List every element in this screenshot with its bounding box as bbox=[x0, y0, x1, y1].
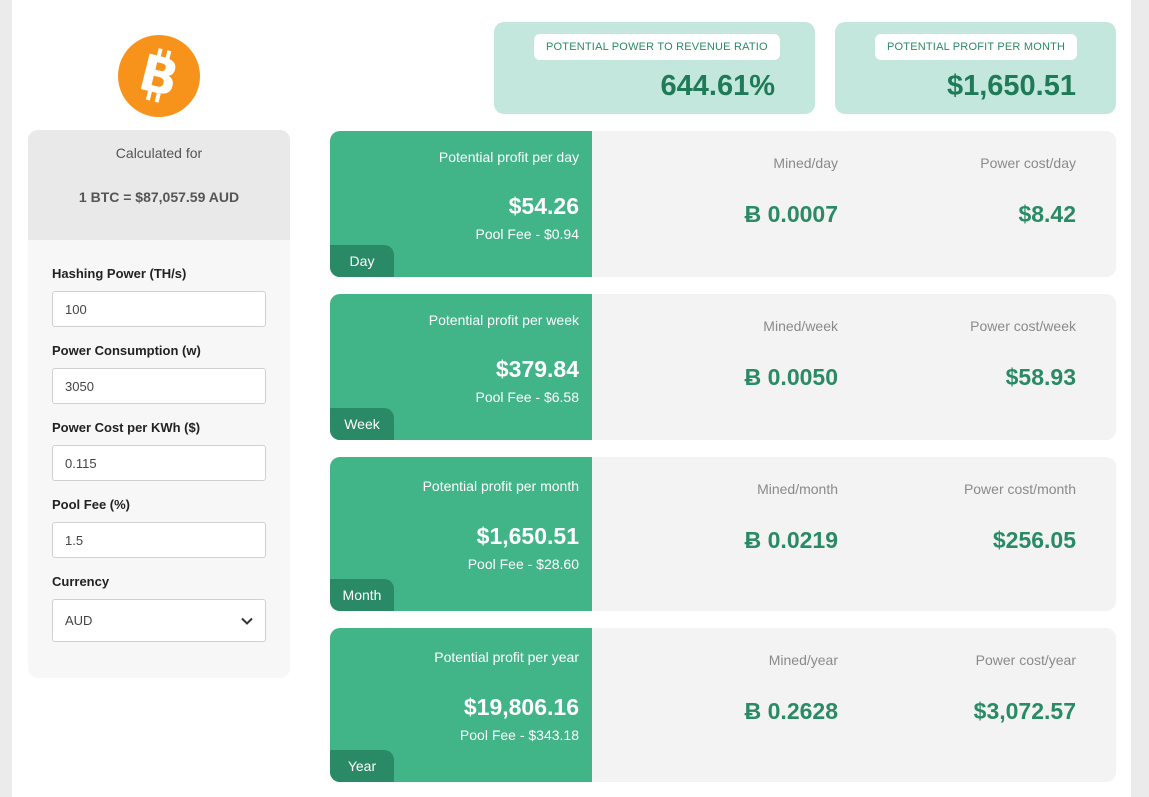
chevron-down-icon bbox=[241, 617, 253, 625]
profit-amount: $19,806.16 bbox=[463, 694, 579, 720]
mined-value: Ƀ 0.0007 bbox=[744, 201, 838, 227]
period-tag: Month bbox=[330, 579, 394, 611]
mined-label: Mined/month bbox=[757, 481, 838, 497]
power-cost-value: $58.93 bbox=[1005, 364, 1076, 390]
pool-fee-label: Pool Fee (%) bbox=[52, 497, 131, 512]
profit-title: Potential profit per day bbox=[438, 149, 579, 165]
profit-amount: $54.26 bbox=[508, 193, 579, 219]
power-cost-value: $3,072.57 bbox=[973, 698, 1076, 724]
power-cost-value: $8.42 bbox=[1018, 201, 1076, 227]
calculator-panel: Calculated for 1 BTC = $87,057.59 AUD Ha… bbox=[28, 130, 290, 678]
monthly-profit-value: $1,650.51 bbox=[946, 70, 1076, 102]
profit-panel: Potential profit per year $19,806.16 Poo… bbox=[330, 628, 592, 782]
pool-fee-input[interactable]: 1.5 bbox=[52, 522, 266, 558]
pool-fee-amount: Pool Fee - $28.60 bbox=[467, 556, 579, 572]
monthly-profit-label: POTENTIAL PROFIT PER MONTH bbox=[875, 34, 1078, 60]
hashing-power-input[interactable]: 100 bbox=[52, 291, 266, 327]
exchange-rate: 1 BTC = $87,057.59 AUD bbox=[78, 189, 240, 205]
currency-select[interactable]: AUD bbox=[52, 599, 266, 642]
monthly-profit-card: POTENTIAL PROFIT PER MONTH $1,650.51 bbox=[835, 22, 1116, 114]
power-cost-label: Power cost/year bbox=[975, 652, 1076, 668]
pool-fee-amount: Pool Fee - $0.94 bbox=[475, 226, 579, 242]
currency-label: Currency bbox=[52, 574, 110, 589]
profit-title: Potential profit per week bbox=[428, 312, 579, 328]
period-row-day: Potential profit per day $54.26 Pool Fee… bbox=[330, 131, 1116, 277]
period-row-month: Potential profit per month $1,650.51 Poo… bbox=[330, 457, 1116, 611]
power-consumption-label: Power Consumption (w) bbox=[52, 343, 201, 358]
profit-amount: $379.84 bbox=[495, 356, 579, 382]
exchange-rate-header: Calculated for 1 BTC = $87,057.59 AUD bbox=[28, 130, 290, 240]
power-cost-label: Power cost/week bbox=[970, 318, 1076, 334]
mined-label: Mined/year bbox=[768, 652, 838, 668]
ratio-label: POTENTIAL POWER TO REVENUE RATIO bbox=[534, 34, 780, 60]
power-consumption-input[interactable]: 3050 bbox=[52, 368, 266, 404]
pool-fee-amount: Pool Fee - $343.18 bbox=[459, 727, 579, 743]
calculated-for-label: Calculated for bbox=[115, 145, 203, 161]
period-tag: Day bbox=[330, 245, 394, 277]
profit-panel: Potential profit per day $54.26 Pool Fee… bbox=[330, 131, 592, 277]
mined-label: Mined/day bbox=[773, 155, 838, 171]
profit-amount: $1,650.51 bbox=[476, 523, 579, 549]
bitcoin-icon: B bbox=[118, 35, 200, 117]
mined-value: Ƀ 0.0050 bbox=[744, 364, 838, 390]
ratio-value: 644.61% bbox=[660, 70, 776, 102]
power-cost-value: $256.05 bbox=[992, 527, 1076, 553]
period-tag: Year bbox=[330, 750, 394, 782]
period-tag: Week bbox=[330, 408, 394, 440]
mined-label: Mined/week bbox=[763, 318, 838, 334]
hashing-power-label: Hashing Power (TH/s) bbox=[52, 266, 187, 281]
profit-title: Potential profit per year bbox=[434, 649, 579, 665]
mined-value: Ƀ 0.2628 bbox=[744, 698, 838, 724]
calculator-form: Hashing Power (TH/s) 100 Power Consumpti… bbox=[28, 240, 290, 642]
period-row-week: Potential profit per week $379.84 Pool F… bbox=[330, 294, 1116, 440]
period-row-year: Potential profit per year $19,806.16 Poo… bbox=[330, 628, 1116, 782]
power-cost-label: Power cost/month bbox=[963, 481, 1076, 497]
power-cost-label: Power cost/day bbox=[980, 155, 1076, 171]
currency-select-value: AUD bbox=[65, 613, 93, 628]
profit-panel: Potential profit per week $379.84 Pool F… bbox=[330, 294, 592, 440]
profit-panel: Potential profit per month $1,650.51 Poo… bbox=[330, 457, 592, 611]
profit-title: Potential profit per month bbox=[422, 478, 579, 494]
pool-fee-amount: Pool Fee - $6.58 bbox=[475, 389, 579, 405]
power-cost-label: Power Cost per KWh ($) bbox=[52, 420, 201, 435]
power-cost-input[interactable]: 0.115 bbox=[52, 445, 266, 481]
page: B Calculated for 1 BTC = $87,057.59 AUD … bbox=[12, 0, 1131, 797]
mined-value: Ƀ 0.0219 bbox=[744, 527, 838, 553]
power-revenue-ratio-card: POTENTIAL POWER TO REVENUE RATIO 644.61% bbox=[494, 22, 815, 114]
